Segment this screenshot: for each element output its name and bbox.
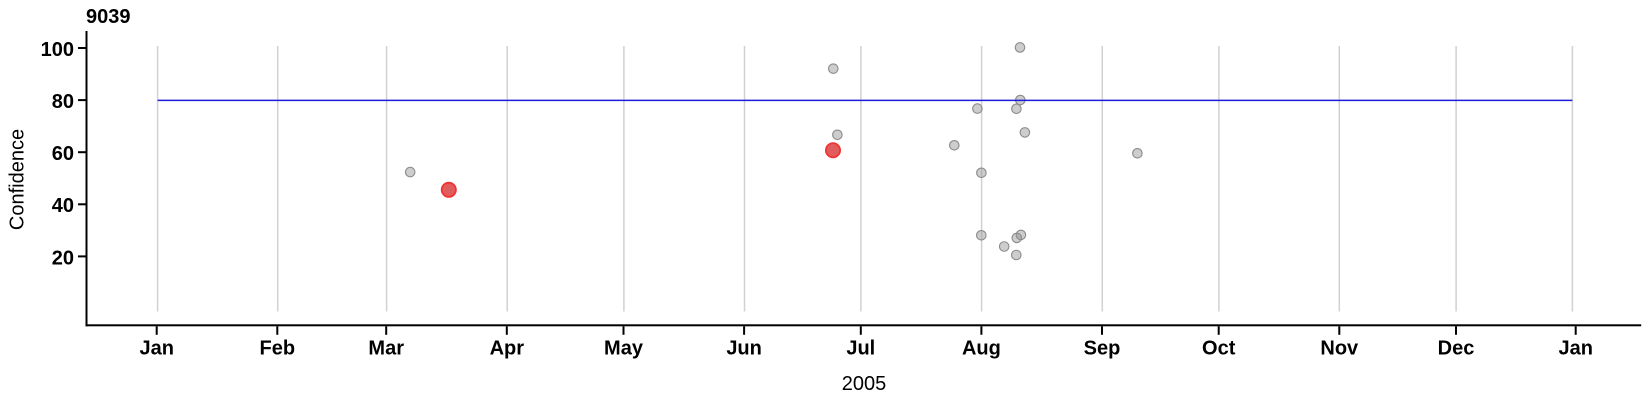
svg-text:Feb: Feb [260, 338, 296, 360]
svg-text:Jan: Jan [139, 338, 173, 360]
svg-text:40: 40 [52, 195, 74, 217]
svg-text:100: 100 [41, 39, 74, 61]
svg-text:60: 60 [52, 143, 74, 165]
svg-text:Apr: Apr [490, 338, 525, 360]
svg-text:Sep: Sep [1084, 338, 1121, 360]
svg-text:9039: 9039 [86, 6, 131, 28]
svg-text:Jun: Jun [726, 338, 762, 360]
svg-text:Mar: Mar [368, 338, 404, 360]
svg-text:20: 20 [52, 247, 74, 269]
svg-text:Oct: Oct [1202, 338, 1236, 360]
svg-text:Dec: Dec [1438, 338, 1475, 360]
svg-text:Aug: Aug [962, 338, 1001, 360]
svg-text:Jul: Jul [846, 338, 875, 360]
svg-text:Confidence: Confidence [7, 129, 29, 230]
svg-text:May: May [604, 338, 644, 360]
svg-text:80: 80 [52, 91, 74, 113]
svg-text:2005: 2005 [842, 373, 887, 395]
svg-text:Nov: Nov [1320, 338, 1359, 360]
svg-text:Jan: Jan [1558, 338, 1592, 360]
